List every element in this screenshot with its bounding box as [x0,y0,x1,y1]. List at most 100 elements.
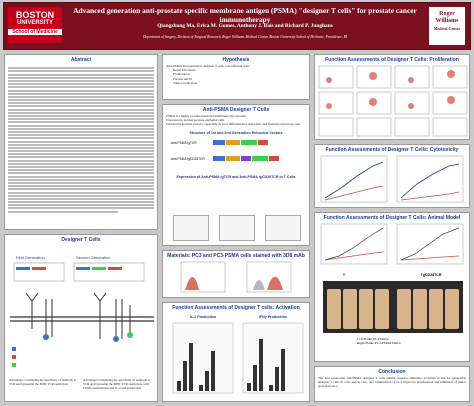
text-line [8,70,154,73]
text-line [8,175,154,178]
abstract-panel: Abstract [4,54,158,230]
text-line [8,67,154,70]
text-line [8,111,154,114]
expression-flow-plot [265,215,301,241]
logo-line: Medical Center [433,26,461,31]
text-line [8,115,154,117]
mouse [375,289,389,329]
mouse [445,289,459,329]
text-line [8,124,154,127]
mouse [343,289,357,329]
text-line [8,137,154,140]
activation-panel: Function Assessments of Designer T cells… [162,302,310,402]
poster-authors: Qiangzhong Ma, Erica M. Gomes, Anthony J… [157,23,333,29]
expression-title: Expression of Anti-PSMA IgTCR and Anti-P… [176,174,296,179]
right-flank-label: Right Flank: PC3-PSMA Tumor [357,341,401,346]
text-line [8,153,154,156]
text-line [8,166,154,168]
anti-psma-title: Anti-PSMA Designer T Cells [202,107,270,113]
cytotoxicity-panel: Function Assessments of Designer T Cells… [314,144,470,208]
t-cell-receptor-diagram: First Generation Second Generation [10,255,154,367]
text-line [8,201,154,204]
hypothesis-title: Hypothesis [222,57,250,63]
vector-structure-diagram: Anti-PSMA IgTCR Anti-PSMA IgCD28TCR [171,139,279,161]
poster-affiliation: Department of Surgery, Division of Surgi… [142,35,348,39]
text-line [8,207,154,210]
first-generation-label: First Generation [16,255,45,260]
anti-psma-panel: Anti-PSMA Designer T Cells PSMA is a hig… [162,104,310,246]
materials-panel: Materials: PC3 and PC3-PSMA cells staine… [162,250,310,298]
text-line [8,89,154,92]
conclusion-text: The 2nd generation anti-PSMA designer T … [318,376,466,389]
text-line [8,143,154,146]
poster-title: Advanced generation anti-prostate specif… [73,6,417,24]
text-line [8,86,154,89]
mouse [413,289,427,329]
vector-label: Anti-PSMA IgCD28TCR [171,157,205,161]
vector-label: Anti-PSMA IgTCR [171,141,197,145]
group-t-label: T [342,273,346,277]
activation-bar-charts [172,322,304,394]
mouse [327,289,341,329]
text-line [8,194,154,197]
il2-label: IL-2 Production [189,315,217,319]
anti-psma-point: Elevated in prostate cancers, especially… [166,122,301,127]
text-line [8,102,154,105]
tumor-growth-charts [320,223,464,265]
text-line [8,134,154,137]
proliferation-panel: Function Assessments of Designer T Cells… [314,54,470,140]
text-line [8,130,154,133]
structure-title: Structure of 1st and 2nd Generation Retr… [189,130,283,135]
text-line [8,185,154,188]
anti-psma-point: PSMA is a highly prostate restricted mem… [166,114,246,118]
logo-line: Williams [435,18,459,24]
text-line [8,156,154,159]
hypothesis-panel: Hypothesis Anti-PSMA 2nd generation desi… [162,54,310,100]
cytotoxicity-line-charts [320,155,464,203]
text-line [8,169,154,172]
text-line [8,162,154,165]
designer-t-cells-title: Designer T Cells [61,237,101,243]
materials-histograms [180,261,292,293]
conclusion-panel: Conclusion The 2nd generation anti-PSMA … [314,366,470,402]
mouse [397,289,411,329]
mouse [359,289,373,329]
mouse [429,289,443,329]
abstract-title: Abstract [70,57,92,63]
logo-line: School of Medicine [8,29,62,35]
ifn-label: IFNγ Production [259,315,287,319]
text-line [8,92,154,95]
left-flank-label: Left Flank: PC3 Tumor [357,337,389,341]
text-line [8,105,154,108]
text-line [8,178,154,181]
second-generation-label: Second Generation [76,255,110,260]
logo-line: Roger [439,11,455,17]
hypothesis-intro: Anti-PSMA 2nd generation designer T cell… [166,64,250,68]
activation-title: Function Assessments of Designer T cells… [172,305,300,311]
anti-psma-point: Expressed in normal prostate epithelial … [166,118,225,123]
group-tgcd28-label: TgCD28TCR [420,273,442,277]
text-line [8,197,154,200]
text-line [8,188,154,191]
designer-t-cells-panel: Designer T Cells First Generation Second… [4,234,158,402]
mice-photo [323,281,463,333]
text-line [8,108,154,111]
hypothesis-bullet: Resist Ichoraines [173,68,196,73]
roger-williams-logo: Roger Williams Medical Center [428,6,466,46]
expression-flow-plot [173,215,209,241]
text-line [8,121,154,124]
text-line [8,76,154,79]
boston-university-logo: BOSTON UNIVERSITY School of Medicine [8,7,62,43]
proliferation-flow-plots [318,65,468,137]
text-line [8,99,154,102]
hypothesis-bullet: Proliferation [173,72,190,77]
abstract-text [5,64,157,213]
text-line [8,210,118,213]
logo-line: UNIVERSITY [16,20,53,26]
text-line [8,118,154,121]
flank-legend: Left Flank: PC3 Tumor Right Flank: PC3-P… [357,337,401,346]
text-line [8,146,154,149]
text-line [8,140,154,143]
materials-title: Materials: PC3 and PC3-PSMA cells staine… [167,253,305,259]
text-line [8,191,154,194]
